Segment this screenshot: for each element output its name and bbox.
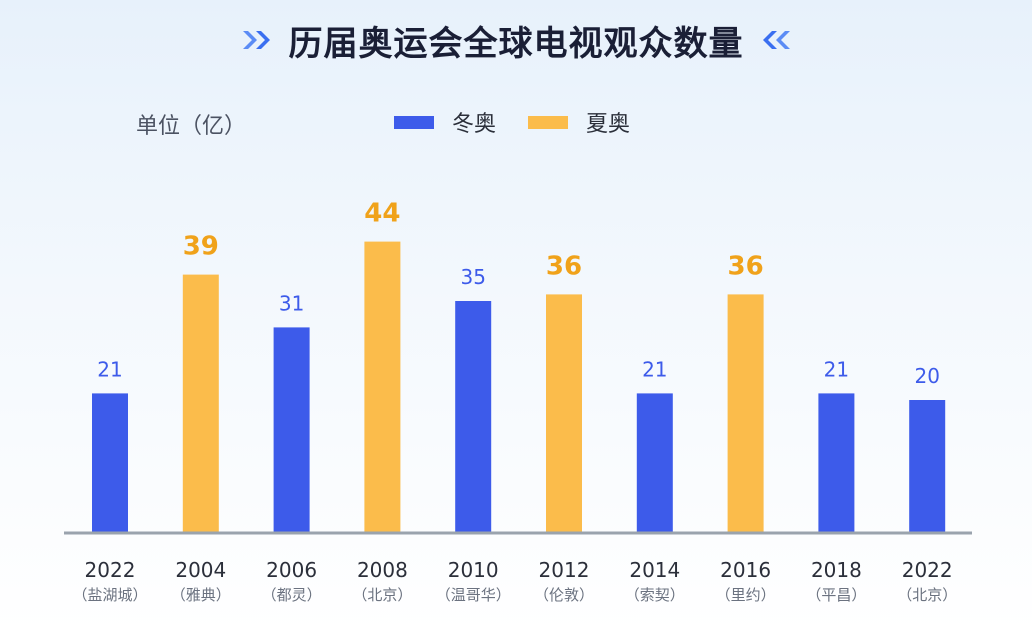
data-label: 36	[728, 251, 764, 281]
data-label: 35	[460, 265, 485, 289]
x-tick-city: （北京）	[352, 586, 412, 604]
legend-item-winter: 冬奥	[394, 106, 496, 138]
x-tick-year: 2010	[448, 558, 499, 582]
legend-swatch-winter	[394, 115, 434, 129]
chart-header: 历届奥运会全球电视观众数量	[0, 12, 1032, 68]
bar-winter	[909, 400, 946, 532]
bar-winter	[818, 393, 855, 532]
data-label: 31	[279, 291, 304, 315]
data-label: 20	[914, 364, 939, 388]
bar-winter	[455, 301, 492, 532]
x-tick-year: 2006	[266, 558, 317, 582]
bar-winter	[92, 393, 128, 532]
data-label: 44	[364, 199, 400, 229]
chart-legend: 冬奥 夏奥	[394, 106, 630, 138]
x-tick-city: （盐湖城）	[72, 586, 147, 604]
x-tick-year: 2008	[357, 558, 408, 582]
x-tick-city: （里约）	[716, 586, 776, 604]
bar-summer	[364, 241, 401, 532]
data-label: 21	[642, 357, 667, 381]
bar-summer	[727, 294, 764, 532]
legend-label-summer: 夏奥	[586, 112, 631, 137]
bar-winter	[636, 393, 673, 532]
x-tick-year: 2022	[902, 558, 953, 582]
bar-summer	[182, 274, 219, 532]
data-label: 36	[546, 251, 582, 281]
legend-swatch-summer	[528, 115, 569, 129]
x-tick-year: 2004	[175, 558, 226, 582]
unit-label: 单位（亿）	[136, 114, 247, 139]
data-label: 21	[824, 357, 849, 381]
x-tick-city: （雅典）	[171, 586, 231, 604]
x-tick-city: （索契）	[625, 586, 685, 604]
x-tick-year: 2012	[539, 558, 590, 582]
x-tick-city: （都灵）	[262, 586, 322, 604]
x-tick-year: 2022	[85, 558, 136, 582]
x-tick-year: 2018	[811, 558, 862, 582]
chart-title: 历届奥运会全球电视观众数量	[288, 23, 744, 64]
data-label: 21	[97, 357, 122, 381]
double-chevron-right-icon	[241, 29, 275, 51]
x-tick-city: （伦敦）	[534, 586, 594, 604]
x-tick-city: （平昌）	[806, 586, 866, 604]
x-tick-year: 2016	[720, 558, 771, 582]
double-chevron-left-icon	[758, 29, 792, 51]
bar-winter	[273, 327, 310, 532]
x-tick-year: 2014	[629, 558, 680, 582]
x-tick-city: （北京）	[897, 586, 957, 604]
legend-item-summer: 夏奥	[528, 106, 630, 138]
bar-summer	[546, 294, 582, 532]
legend-label-winter: 冬奥	[452, 112, 497, 137]
data-label: 39	[183, 232, 219, 262]
x-tick-city: （温哥华）	[436, 586, 511, 604]
